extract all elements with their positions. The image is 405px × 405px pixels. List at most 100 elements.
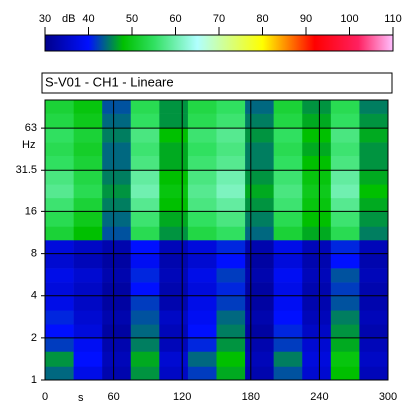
heatmap-cell [131, 198, 160, 212]
heatmap-cell [74, 268, 103, 282]
heatmap-cell [74, 198, 103, 212]
heatmap-cell [159, 184, 188, 198]
heatmap-cell [331, 170, 360, 184]
heatmap-cell [131, 100, 160, 114]
heatmap-cell [359, 170, 388, 184]
heatmap-cell [274, 338, 303, 352]
heatmap-cell [188, 351, 217, 366]
heatmap-cell [331, 366, 360, 380]
heatmap-cell [331, 282, 360, 296]
heatmap-cell [102, 211, 131, 226]
heatmap-cell [217, 254, 246, 269]
heatmap-cell [188, 324, 217, 338]
heatmap-cell [188, 100, 217, 114]
heatmap-cell [359, 366, 388, 380]
heatmap-cell [102, 226, 131, 240]
heatmap-cell [131, 226, 160, 240]
heatmap-cell [102, 128, 131, 142]
heatmap-cell [331, 338, 360, 352]
heatmap-cell [74, 324, 103, 338]
heatmap-cell [188, 268, 217, 282]
heatmap-cell [131, 366, 160, 380]
heatmap-cell [274, 296, 303, 311]
heatmap-cell [245, 351, 274, 366]
heatmap-cell [359, 268, 388, 282]
heatmap-cell [302, 170, 331, 184]
heatmap-cell [217, 351, 246, 366]
heatmap-cell [45, 351, 74, 366]
heatmap-cell [74, 211, 103, 226]
heatmap-cell [274, 282, 303, 296]
heatmap-cell [74, 128, 103, 142]
heatmap-cell [45, 184, 74, 198]
heatmap-cell [131, 170, 160, 184]
x-tick-label: 300 [379, 391, 397, 403]
heatmap-cell [274, 310, 303, 324]
heatmap-cell [245, 366, 274, 380]
heatmap-cell [74, 338, 103, 352]
heatmap-cell [245, 338, 274, 352]
heatmap-cell [102, 338, 131, 352]
heatmap-cell [45, 338, 74, 352]
heatmap-cell [331, 211, 360, 226]
heatmap-cell [188, 254, 217, 269]
heatmap-cell [245, 324, 274, 338]
y-tick-label: 31.5 [16, 164, 37, 176]
heatmap-cell [74, 226, 103, 240]
x-tick-label: 240 [310, 391, 328, 403]
heatmap-cell [302, 211, 331, 226]
colorbar-tick-label: 50 [126, 13, 138, 25]
heatmap-cell [188, 156, 217, 171]
heatmap-cell [188, 240, 217, 254]
heatmap-cell [217, 170, 246, 184]
heatmap-cell [45, 296, 74, 311]
heatmap-cell [331, 296, 360, 311]
heatmap-cell [74, 282, 103, 296]
colorbar-tick-label: 40 [82, 13, 94, 25]
x-tick-label: 180 [242, 391, 260, 403]
heatmap-cell [159, 296, 188, 311]
heatmap-cell [331, 268, 360, 282]
x-tick-label: 60 [107, 391, 119, 403]
heatmap-cell [74, 156, 103, 171]
heatmap-cell [217, 338, 246, 352]
heatmap-cell [217, 366, 246, 380]
x-axis-label: s [78, 392, 84, 404]
heatmap-cell [217, 296, 246, 311]
heatmap-cell [359, 351, 388, 366]
heatmap-cell [102, 114, 131, 129]
heatmap-cell [245, 100, 274, 114]
heatmap-cell [274, 142, 303, 156]
heatmap-cell [131, 254, 160, 269]
heatmap-cell [45, 142, 74, 156]
heatmap-cell [159, 366, 188, 380]
heatmap-cell [331, 114, 360, 129]
heatmap-cell [159, 128, 188, 142]
heatmap-cell [359, 198, 388, 212]
heatmap-cell [131, 211, 160, 226]
heatmap-cell [74, 100, 103, 114]
heatmap-cell [102, 310, 131, 324]
heatmap-cell [359, 156, 388, 171]
heatmap-cell [274, 114, 303, 129]
heatmap-cell [74, 184, 103, 198]
heatmap-cell [45, 366, 74, 380]
heatmap-cell [359, 310, 388, 324]
heatmap-cell [245, 184, 274, 198]
heatmap-cell [359, 100, 388, 114]
colorbar-tick-label: 70 [213, 13, 225, 25]
heatmap-cell [74, 254, 103, 269]
heatmap-cell [74, 142, 103, 156]
heatmap-cell [331, 226, 360, 240]
heatmap-cell [274, 254, 303, 269]
heatmap-cell [159, 142, 188, 156]
heatmap-cell [188, 128, 217, 142]
heatmap-cell [274, 198, 303, 212]
heatmap-cell [102, 351, 131, 366]
y-axis-label: Hz [22, 139, 35, 151]
heatmap-cell [302, 338, 331, 352]
heatmap-cell [359, 324, 388, 338]
heatmap-cell [359, 211, 388, 226]
